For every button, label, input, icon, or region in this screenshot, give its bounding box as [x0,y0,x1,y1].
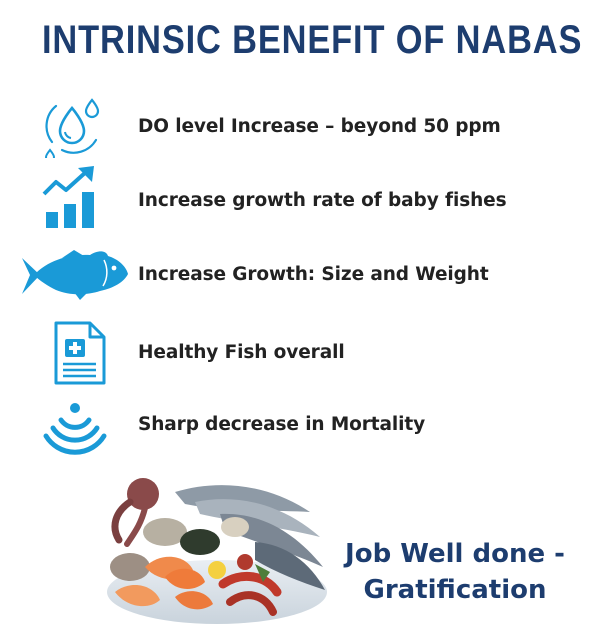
closing-line-2: Gratification [363,575,547,605]
benefit-text: Increase growth rate of baby fishes [138,190,507,211]
seafood-image [107,478,327,624]
benefit-item: Increase growth rate of baby fishes [0,166,600,228]
growth-chart-icon [42,166,94,228]
fish-icon [22,250,128,300]
benefit-item: Sharp decrease in Mortality [0,398,600,458]
medical-report-icon [54,321,106,385]
benefit-text: Increase Growth: Size and Weight [138,264,489,285]
benefit-item: DO level Increase – beyond 50 ppm [0,96,600,158]
benefit-text: DO level Increase – beyond 50 ppm [138,116,501,137]
benefit-text: Sharp decrease in Mortality [138,414,426,435]
benefit-item: Healthy Fish overall [0,321,600,385]
water-drops-icon [44,98,100,158]
page-title: INTRINSIC BENEFIT OF NABAS [42,18,583,62]
closing-line-1: Job Well done - [345,539,565,569]
benefit-text: Healthy Fish overall [138,342,345,363]
closing-message: Job Well done - Gratification [310,536,600,608]
signal-waves-icon [43,403,107,455]
benefit-item: Increase Growth: Size and Weight [0,244,600,304]
